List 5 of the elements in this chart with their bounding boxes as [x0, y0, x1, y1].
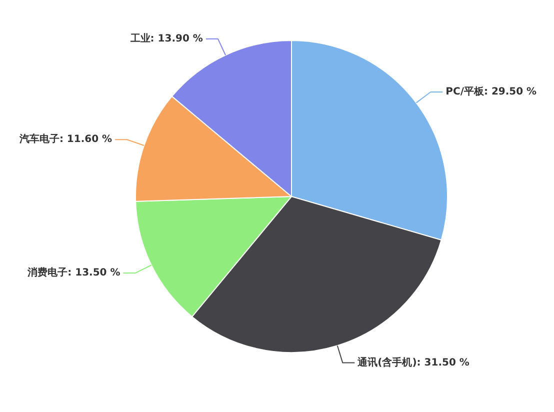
slice-label: 通讯(含手机): 31.50 %	[356, 356, 470, 368]
slice-label: PC/平板: 29.50 %	[446, 86, 537, 98]
slice-label: 工业: 13.90 %	[129, 32, 203, 44]
slice-label: 消费电子: 13.50 %	[26, 266, 120, 279]
slice-label: 汽车电子: 11.60 %	[18, 133, 112, 146]
